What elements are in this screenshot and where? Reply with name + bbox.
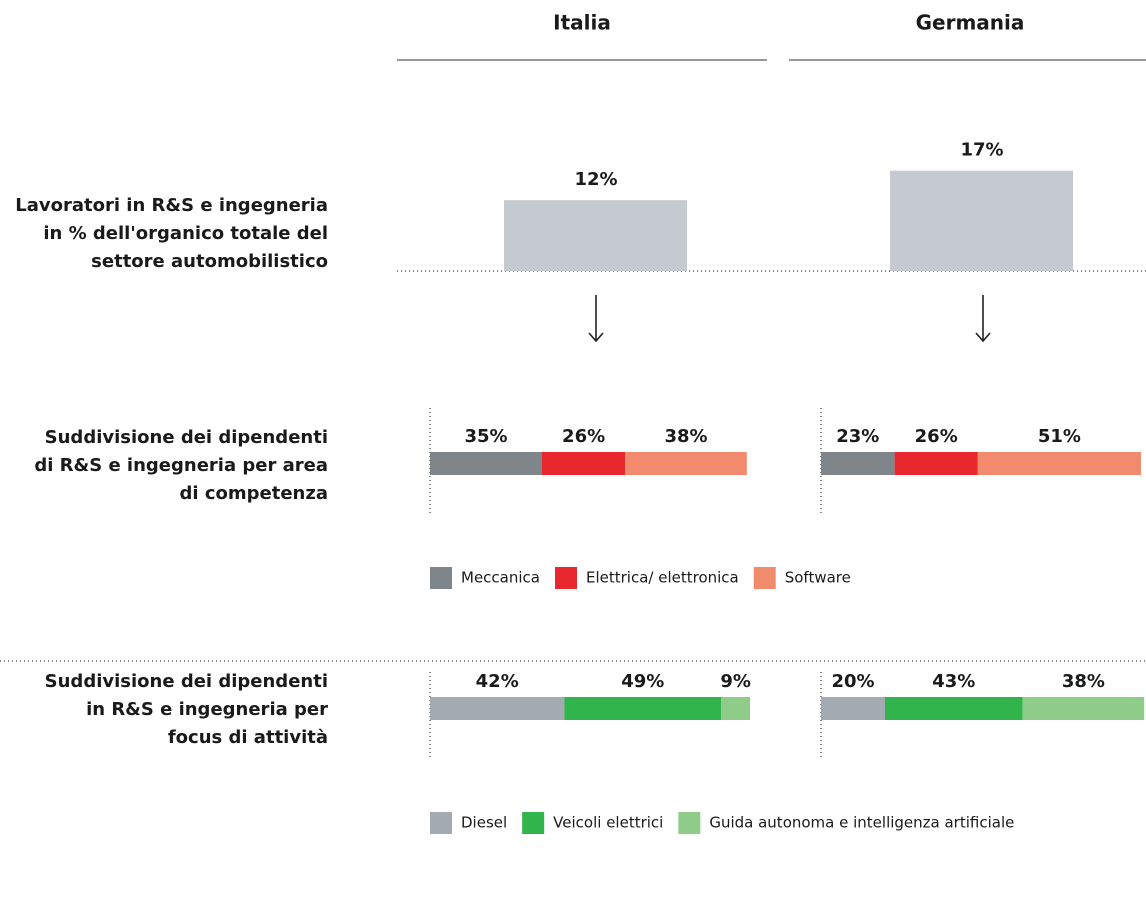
value-label: 43% — [932, 671, 975, 692]
bar-segment — [821, 452, 895, 475]
row-label: di R&S e ingegneria per area — [34, 455, 328, 476]
row-label: focus di attività — [168, 727, 328, 748]
legend-swatch — [554, 567, 577, 589]
bar-segment — [625, 452, 747, 475]
legend-swatch — [522, 812, 545, 834]
value-label: 51% — [1038, 426, 1081, 447]
value-label: 26% — [562, 426, 605, 447]
bar-segment — [721, 697, 750, 720]
value-label: 38% — [1062, 671, 1105, 692]
bar-segment — [430, 452, 542, 475]
row-label: in % dell'organico totale del — [43, 223, 328, 244]
bar-segment — [894, 452, 978, 475]
legend-label: Guida autonoma e intelligenza artificial… — [709, 814, 1014, 832]
value-label: 23% — [836, 426, 879, 447]
row-label: di competenza — [180, 483, 328, 504]
bar — [504, 200, 687, 271]
legend-label: Software — [785, 569, 851, 587]
value-label: 12% — [574, 169, 617, 190]
bar — [890, 170, 1073, 271]
value-label: 17% — [960, 140, 1003, 161]
legend-label: Elettrica/ elettronica — [586, 569, 739, 587]
bar-segment — [1022, 697, 1145, 720]
legend-swatch — [678, 812, 701, 834]
bar-segment — [542, 452, 626, 475]
column-header: Italia — [553, 11, 611, 35]
legend-swatch — [430, 567, 452, 589]
arrow — [588, 295, 604, 343]
bar-segment — [821, 697, 885, 720]
arrow — [975, 295, 991, 343]
row-label: in R&S e ingegneria per — [86, 699, 328, 720]
value-label: 9% — [720, 671, 751, 692]
value-label: 20% — [831, 671, 874, 692]
bar-segment — [977, 452, 1141, 475]
legend-label: Meccanica — [461, 569, 540, 587]
row-label: settore automobilistico — [91, 251, 328, 272]
value-label: 49% — [621, 671, 664, 692]
column-header: Germania — [916, 11, 1025, 35]
legend-label: Diesel — [461, 814, 507, 832]
legend-swatch — [753, 567, 776, 589]
row-label: Suddivisione dei dipendenti — [45, 671, 328, 692]
bar-segment — [885, 697, 1023, 720]
value-label: 38% — [664, 426, 707, 447]
value-label: 35% — [464, 426, 507, 447]
row-label: Suddivisione dei dipendenti — [45, 427, 328, 448]
value-label: 42% — [476, 671, 519, 692]
bar-segment — [564, 697, 722, 720]
row-label: Lavoratori in R&S e ingegneria — [15, 195, 328, 216]
legend-swatch — [430, 812, 452, 834]
legend-label: Veicoli elettrici — [553, 814, 663, 832]
value-label: 26% — [915, 426, 958, 447]
bar-segment — [430, 697, 565, 720]
